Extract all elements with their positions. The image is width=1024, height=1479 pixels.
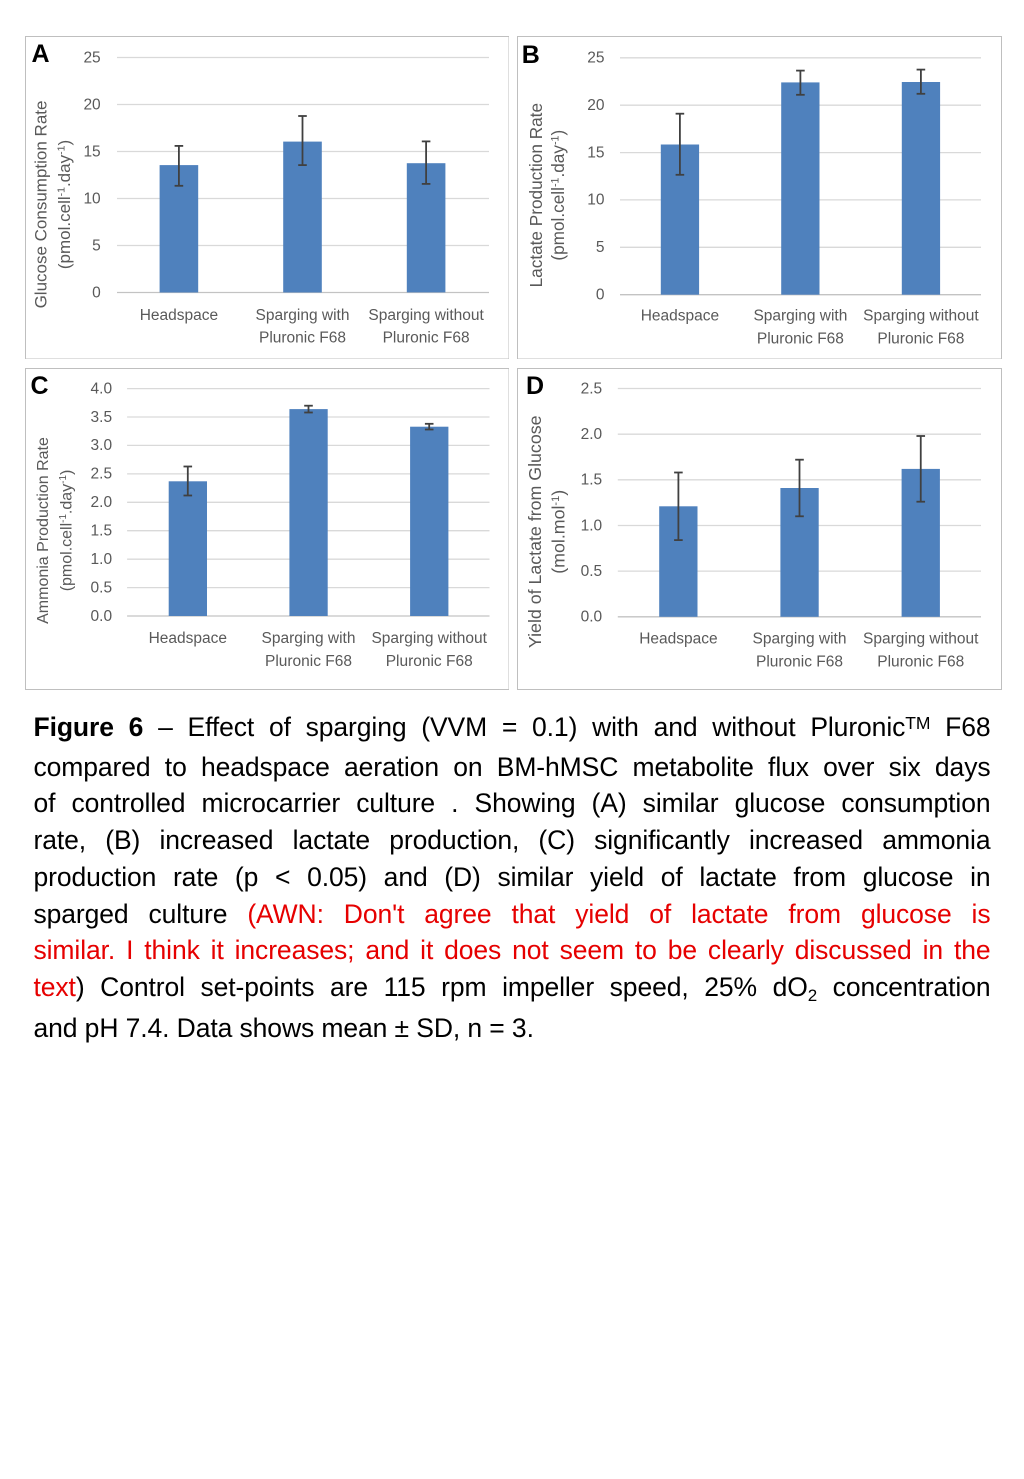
svg-text:B: B bbox=[522, 41, 540, 69]
svg-text:Pluronic F68: Pluronic F68 bbox=[877, 653, 964, 670]
svg-text:(pmol.cell-1.day-1): (pmol.cell-1.day-1) bbox=[58, 469, 75, 591]
svg-text:1.5: 1.5 bbox=[581, 471, 603, 488]
svg-text:2.0: 2.0 bbox=[90, 494, 112, 511]
svg-text:0.0: 0.0 bbox=[90, 607, 112, 624]
svg-text:Pluronic F68: Pluronic F68 bbox=[757, 330, 844, 347]
svg-text:Headspace: Headspace bbox=[148, 629, 226, 646]
svg-text:Pluronic F68: Pluronic F68 bbox=[385, 653, 472, 670]
svg-text:15: 15 bbox=[587, 144, 604, 161]
svg-text:Sparging with: Sparging with bbox=[753, 307, 847, 324]
svg-text:3.0: 3.0 bbox=[90, 437, 112, 454]
svg-text:25: 25 bbox=[587, 49, 604, 66]
svg-text:20: 20 bbox=[83, 96, 101, 113]
svg-text:Sparging with: Sparging with bbox=[261, 629, 355, 646]
svg-text:0.5: 0.5 bbox=[581, 562, 603, 579]
svg-text:C: C bbox=[30, 372, 48, 400]
svg-text:10: 10 bbox=[83, 190, 101, 207]
svg-text:0: 0 bbox=[596, 286, 605, 303]
svg-text:4.0: 4.0 bbox=[90, 380, 112, 397]
svg-text:Sparging without: Sparging without bbox=[863, 307, 979, 324]
svg-text:Sparging without: Sparging without bbox=[371, 629, 487, 646]
svg-text:5: 5 bbox=[92, 237, 101, 254]
svg-text:Headspace: Headspace bbox=[139, 307, 217, 324]
svg-text:0.0: 0.0 bbox=[581, 608, 603, 625]
svg-text:25: 25 bbox=[83, 49, 100, 66]
svg-text:Pluronic F68: Pluronic F68 bbox=[264, 653, 351, 670]
svg-text:15: 15 bbox=[83, 143, 100, 160]
svg-text:(pmol.cell-1.day-1): (pmol.cell-1.day-1) bbox=[548, 129, 568, 260]
svg-text:1.5: 1.5 bbox=[90, 522, 112, 539]
svg-text:Glucose Consumption Rate: Glucose Consumption Rate bbox=[31, 100, 50, 308]
svg-text:A: A bbox=[31, 40, 49, 68]
svg-text:1.0: 1.0 bbox=[581, 517, 603, 534]
svg-text:3.5: 3.5 bbox=[90, 408, 112, 425]
svg-text:Sparging with: Sparging with bbox=[753, 630, 847, 647]
svg-text:10: 10 bbox=[587, 191, 605, 208]
svg-text:D: D bbox=[526, 372, 544, 400]
svg-text:1.0: 1.0 bbox=[90, 551, 112, 568]
svg-text:Sparging without: Sparging without bbox=[368, 307, 484, 324]
svg-text:(mol.mol-1): (mol.mol-1) bbox=[549, 489, 569, 573]
svg-text:2.5: 2.5 bbox=[90, 465, 112, 482]
svg-text:5: 5 bbox=[596, 239, 605, 256]
svg-text:Sparging without: Sparging without bbox=[863, 630, 979, 647]
svg-text:0.5: 0.5 bbox=[90, 579, 112, 596]
svg-text:Pluronic F68: Pluronic F68 bbox=[382, 329, 469, 346]
svg-text:Ammonia Production Rate: Ammonia Production Rate bbox=[34, 437, 51, 624]
svg-text:Headspace: Headspace bbox=[639, 630, 717, 647]
svg-text:Pluronic F68: Pluronic F68 bbox=[258, 329, 345, 346]
svg-text:Lactate Production Rate: Lactate Production Rate bbox=[526, 102, 546, 286]
svg-text:Sparging with: Sparging with bbox=[255, 307, 349, 324]
svg-text:20: 20 bbox=[587, 97, 605, 114]
svg-text:Pluronic F68: Pluronic F68 bbox=[877, 330, 964, 347]
svg-text:Yield of Lactate from Glucose: Yield of Lactate from Glucose bbox=[525, 415, 545, 648]
svg-text:Pluronic F68: Pluronic F68 bbox=[756, 653, 843, 670]
svg-text:2.0: 2.0 bbox=[581, 426, 603, 443]
svg-text:2.5: 2.5 bbox=[581, 380, 603, 397]
svg-text:(pmol.cell-1.day-1): (pmol.cell-1.day-1) bbox=[55, 139, 74, 268]
svg-text:Headspace: Headspace bbox=[641, 307, 719, 324]
svg-text:0: 0 bbox=[92, 284, 101, 301]
